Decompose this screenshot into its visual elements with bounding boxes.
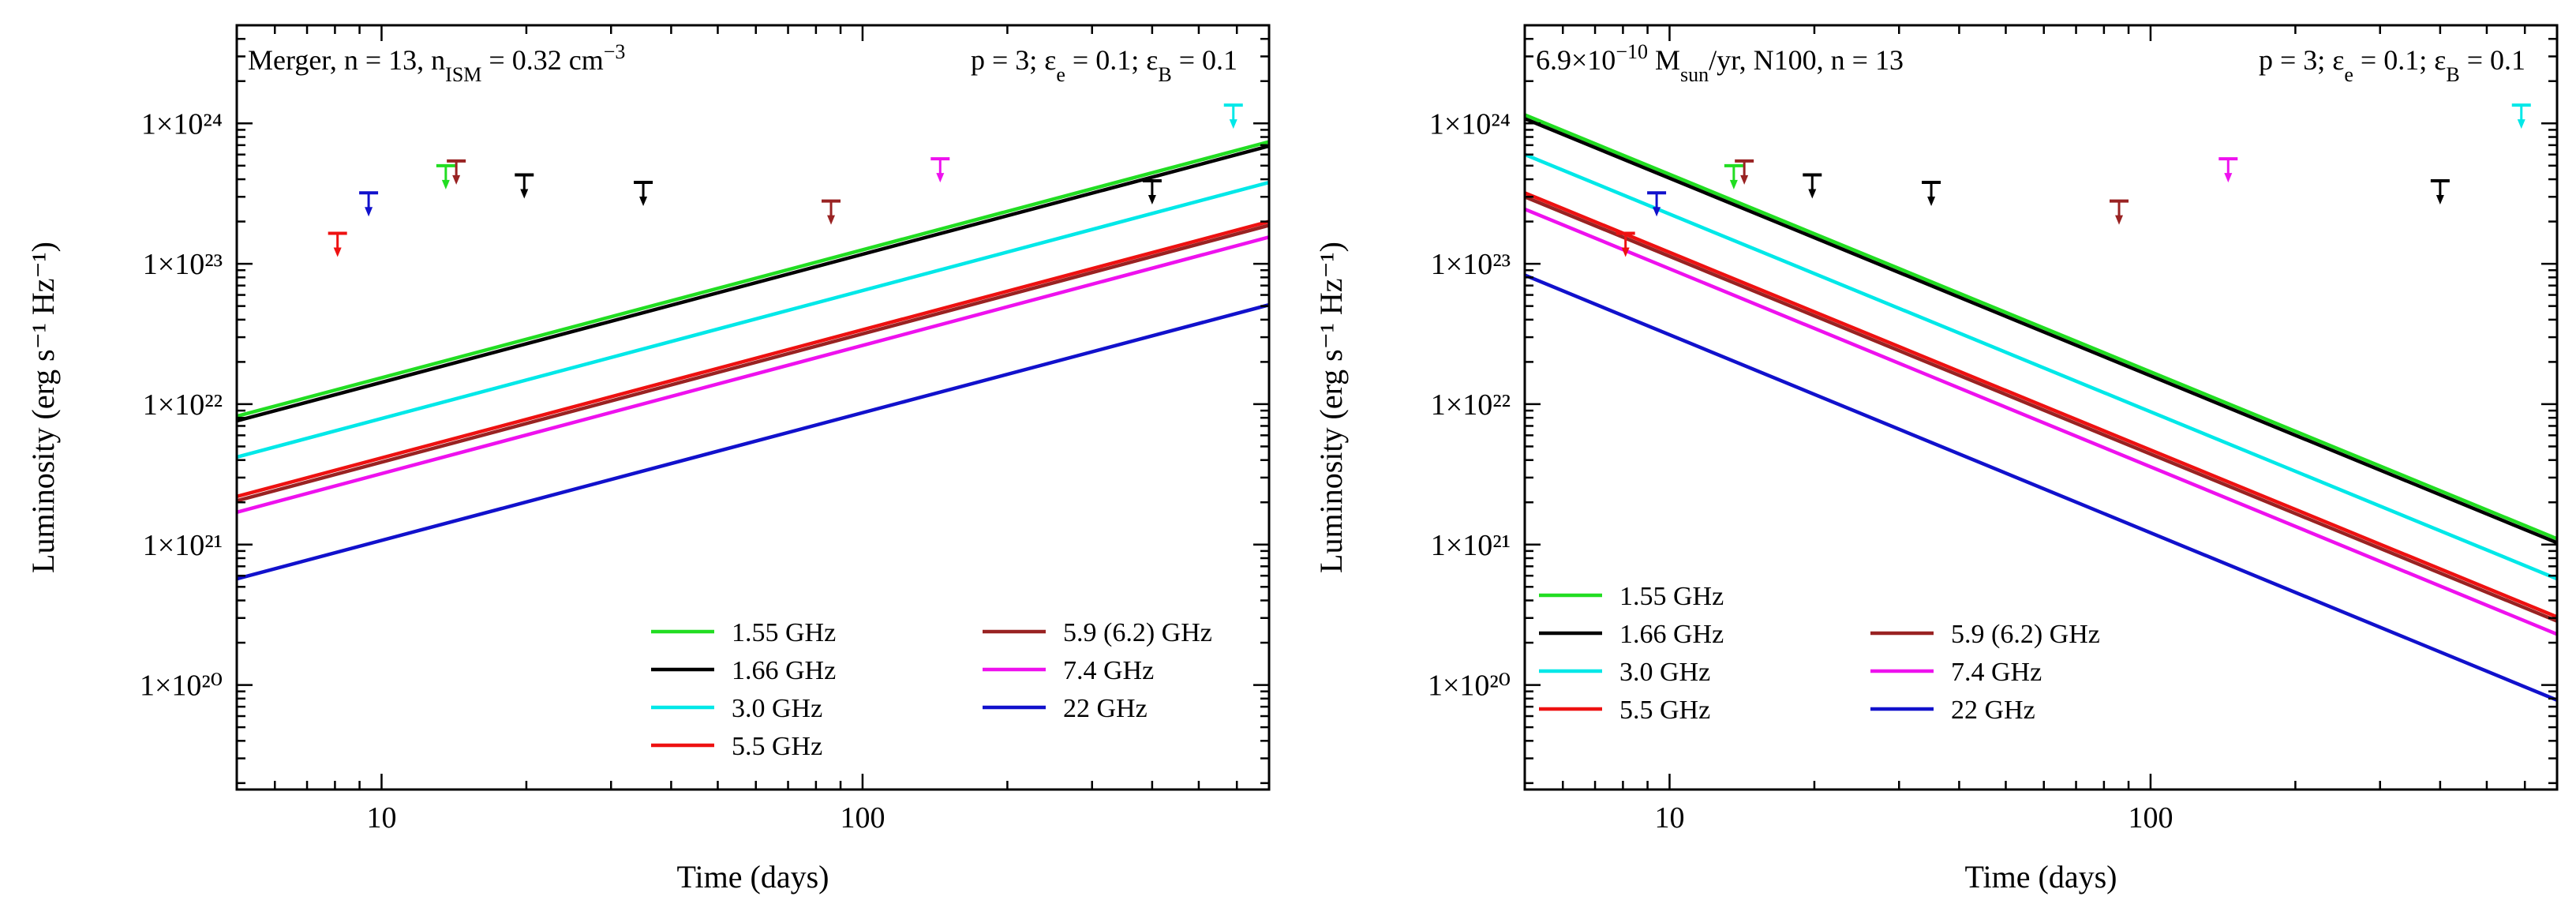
upper-limit-marker (359, 191, 379, 217)
legend-item: 5.9 (6.2) GHz (1870, 620, 2100, 649)
legend-label: 1.55 GHz (1619, 582, 1724, 611)
upper-limits (1616, 103, 2531, 257)
series-line-3-0-ghz (1525, 152, 2557, 581)
upper-limit-marker (1142, 179, 1162, 205)
plot-frame (235, 24, 1271, 791)
series-line-5-9-6-2-ghz (1525, 195, 2557, 623)
upper-limit-marker (328, 231, 347, 257)
annotation-parameters: p = 3; εe = 0.1; εB = 0.1 (971, 44, 1237, 86)
legend-item: 22 GHz (1870, 696, 2035, 725)
upper-limit-marker (515, 173, 534, 199)
legend-item: 1.55 GHz (1539, 582, 1724, 611)
upper-limit-marker (822, 199, 841, 225)
x-axis-label: Time (days) (1965, 859, 2117, 895)
legend-item: 1.55 GHz (651, 618, 836, 647)
y-tick-label: 1×10²² (143, 388, 223, 422)
upper-limit-marker (930, 157, 950, 183)
x-tick-label: 10 (1654, 801, 1684, 835)
chart-panel-2: 10 100 1×10²⁰ 1×10²¹ 1×10²² 1×10²³ 1×10²⁴ Time … (1313, 24, 2559, 895)
legend-label: 5.9 (6.2) GHz (1063, 618, 1212, 647)
series-line-3-0-ghz (237, 180, 1269, 460)
legend-label: 5.5 GHz (1619, 696, 1710, 725)
x-tick-label: 100 (840, 801, 885, 835)
y-tick-label: 1×10²¹ (1431, 529, 1511, 562)
upper-limit-marker (2110, 199, 2129, 225)
legend-item: 3.0 GHz (651, 694, 822, 723)
legend-item: 1.66 GHz (651, 656, 836, 685)
x-axis-label: Time (days) (677, 859, 829, 895)
y-axis-label: Luminosity (erg s⁻¹ Hz⁻¹) (1313, 242, 1349, 573)
x-tick-label: 10 (366, 801, 396, 835)
legend-label: 1.66 GHz (732, 656, 836, 685)
series-line-5-9-6-2-ghz (237, 223, 1269, 503)
upper-limit-marker (634, 181, 653, 207)
series-line-22-ghz (237, 302, 1269, 581)
legend-label: 7.4 GHz (1063, 656, 1154, 685)
y-tick-label: 1×10²⁰ (140, 670, 223, 703)
y-tick-label: 1×10²² (1431, 388, 1511, 422)
legend: 1.55 GHz 1.66 GHz 3.0 GHz 5.5 GHz 5.9 (6.2) … (1539, 582, 2100, 725)
upper-limit-marker (1647, 191, 1667, 217)
legend-label: 5.5 GHz (732, 732, 822, 761)
legend-item: 1.66 GHz (1539, 620, 1724, 649)
y-axis-label: Luminosity (erg s⁻¹ Hz⁻¹) (25, 242, 61, 573)
annotation-model: 6.9×10−10 Msun/yr, N100, n = 13 (1536, 40, 1904, 86)
upper-limit-marker (447, 159, 466, 185)
upper-limit-marker (436, 163, 455, 189)
series-line-7-4-ghz (1525, 207, 2557, 636)
legend-label: 22 GHz (1063, 694, 1148, 723)
annotation-parameters: p = 3; εe = 0.1; εB = 0.1 (2259, 44, 2525, 86)
series-line-1-55-ghz (237, 140, 1269, 418)
annotation-model: Merger, n = 13, nISM = 0.32 cm−3 (248, 40, 625, 86)
y-tick-label: 1×10²⁴ (1429, 107, 1511, 141)
legend-item: 5.9 (6.2) GHz (983, 618, 1212, 647)
legend-item: 22 GHz (983, 694, 1148, 723)
series-line-5-5-ghz (1525, 191, 2557, 619)
y-tick-label: 1×10²³ (143, 248, 223, 281)
upper-limit-marker (1223, 103, 1243, 129)
upper-limit-marker (1724, 163, 1743, 189)
upper-limit-marker (1922, 181, 1941, 207)
legend-label: 3.0 GHz (732, 694, 822, 723)
legend-label: 1.66 GHz (1619, 620, 1724, 649)
series-line-22-ghz (1525, 273, 2557, 702)
series-lines (237, 140, 1269, 581)
upper-limit-marker (2511, 103, 2531, 129)
y-tick-label: 1×10²¹ (143, 529, 223, 562)
upper-limit-marker (2430, 179, 2450, 205)
legend-label: 3.0 GHz (1619, 658, 1710, 687)
upper-limits (328, 103, 1243, 257)
legend-item: 7.4 GHz (983, 656, 1154, 685)
series-line-1-66-ghz (1525, 117, 2557, 545)
y-tick-label: 1×10²³ (1431, 248, 1511, 281)
y-tick-label: 1×10²⁰ (1428, 670, 1511, 703)
series-line-1-55-ghz (1525, 113, 2557, 541)
axis-ticks (1523, 24, 2559, 790)
series-line-7-4-ghz (237, 235, 1269, 514)
upper-limit-marker (1735, 159, 1754, 185)
y-tick-label: 1×10²⁴ (141, 107, 223, 141)
series-line-1-66-ghz (237, 144, 1269, 423)
series-lines (1525, 113, 2557, 702)
legend-label: 1.55 GHz (732, 618, 836, 647)
upper-limit-marker (1803, 173, 1822, 199)
legend-item: 5.5 GHz (651, 732, 822, 761)
legend-label: 5.9 (6.2) GHz (1951, 620, 2100, 649)
legend-item: 3.0 GHz (1539, 658, 1710, 687)
x-tick-label: 100 (2128, 801, 2173, 835)
series-line-5-5-ghz (237, 219, 1269, 499)
legend-item: 7.4 GHz (1870, 658, 2042, 687)
plot-frame (1523, 24, 2559, 791)
upper-limit-marker (2218, 157, 2238, 183)
chart-panel-1: 10 100 1×10²⁰ 1×10²¹ 1×10²² 1×10²³ 1×10²⁴ Time … (25, 24, 1271, 895)
legend: 1.55 GHz 1.66 GHz 3.0 GHz 5.5 GHz 5.9 (6.2) … (651, 618, 1212, 761)
upper-limit-marker (1616, 231, 1635, 257)
legend-label: 7.4 GHz (1951, 658, 2042, 687)
axis-ticks (235, 24, 1271, 790)
legend-label: 22 GHz (1951, 696, 2035, 725)
legend-item: 5.5 GHz (1539, 696, 1710, 725)
